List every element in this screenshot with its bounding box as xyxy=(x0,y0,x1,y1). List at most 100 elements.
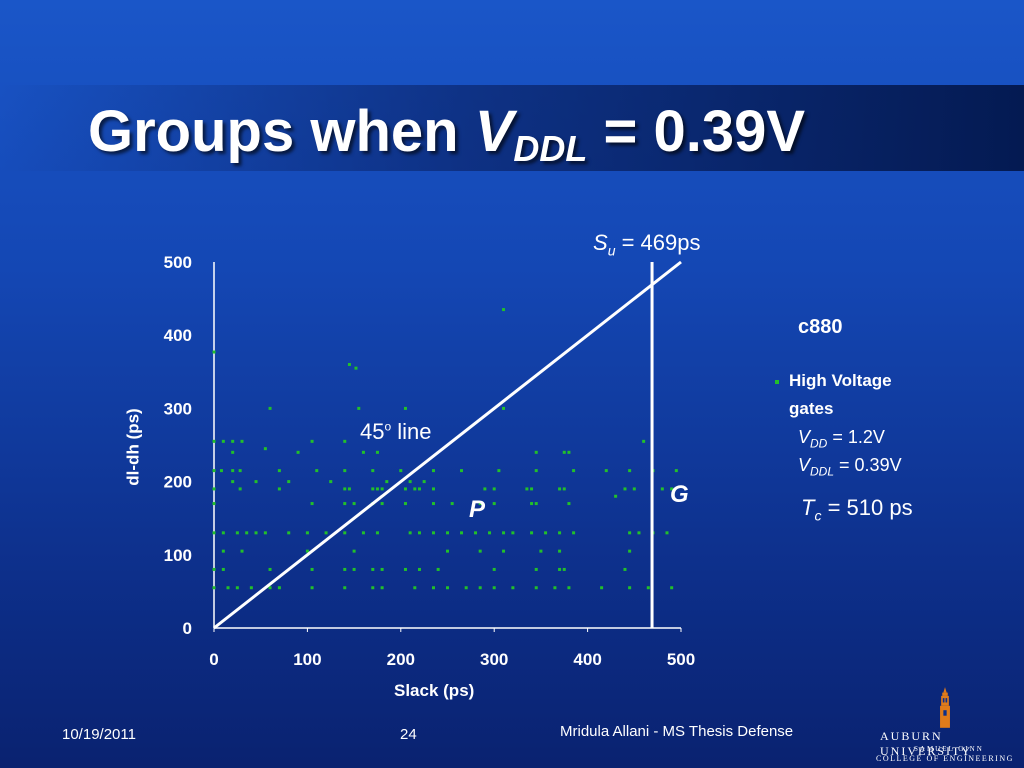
data-point xyxy=(277,586,281,590)
data-point xyxy=(221,549,225,553)
data-point xyxy=(343,586,347,590)
data-point xyxy=(497,469,501,473)
data-point xyxy=(431,502,435,506)
data-point xyxy=(431,469,435,473)
data-point xyxy=(478,502,482,506)
data-point xyxy=(417,567,421,571)
vddl-sub: DDL xyxy=(810,464,835,479)
data-point xyxy=(352,502,356,506)
data-point xyxy=(623,487,627,491)
data-point xyxy=(235,586,239,590)
data-point xyxy=(399,469,403,473)
data-point xyxy=(642,439,646,443)
x-tick-label: 200 xyxy=(387,650,415,669)
data-point xyxy=(464,586,468,590)
data-point xyxy=(361,450,365,454)
tc-sub: c xyxy=(814,507,822,524)
chart-ticks: 0 100 200 300 400 500 0 100 200 300 400 500 xyxy=(164,253,696,669)
data-point xyxy=(277,487,281,491)
diagonal-45-line xyxy=(213,260,682,630)
data-point xyxy=(502,531,506,535)
data-point xyxy=(446,531,449,535)
data-point xyxy=(268,567,272,571)
data-point xyxy=(413,487,417,491)
slide-title: Groups when VDDL = 0.39V xyxy=(88,98,805,170)
data-point xyxy=(277,469,281,473)
y-tick-label: 400 xyxy=(164,326,192,345)
data-point xyxy=(572,469,576,473)
footer-author: Mridula Allani - MS Thesis Defense xyxy=(560,723,794,740)
line45-num: 45 xyxy=(360,419,385,444)
data-point xyxy=(534,567,538,571)
data-point xyxy=(511,531,515,535)
data-point xyxy=(343,502,347,506)
chart-axes xyxy=(213,262,681,629)
chart-reference-lines xyxy=(213,260,682,630)
data-point xyxy=(343,567,347,571)
data-point xyxy=(492,567,496,571)
data-point xyxy=(296,450,300,454)
data-point xyxy=(380,487,384,491)
data-point xyxy=(408,531,412,535)
data-point xyxy=(254,531,258,535)
data-point xyxy=(212,531,216,535)
x-tick-label: 300 xyxy=(480,650,508,669)
data-point xyxy=(226,586,230,590)
title-suffix: = 0.39V xyxy=(587,99,806,164)
data-point xyxy=(646,586,650,590)
data-point xyxy=(446,549,449,553)
data-point xyxy=(235,531,239,535)
data-point xyxy=(371,567,375,571)
x-tick-label: 100 xyxy=(293,650,321,669)
logo-university: AUBURN UNIVERSITY xyxy=(880,729,972,758)
auburn-tower-logo xyxy=(940,687,950,728)
data-point xyxy=(212,567,216,571)
data-point xyxy=(502,406,506,410)
data-point xyxy=(263,447,267,451)
data-point xyxy=(212,469,216,473)
data-point xyxy=(371,586,375,590)
data-point xyxy=(310,439,314,443)
data-point xyxy=(628,586,632,590)
data-point xyxy=(460,469,464,473)
data-point xyxy=(408,480,412,484)
data-point xyxy=(492,502,496,506)
data-point xyxy=(305,531,309,535)
su-label: Su = 469ps xyxy=(593,230,701,258)
y-axis-label: dl-dh (ps) xyxy=(123,408,143,486)
data-point xyxy=(450,502,454,506)
data-point xyxy=(431,487,435,491)
data-point xyxy=(628,469,632,473)
tc-rest: = 510 ps xyxy=(821,495,913,520)
data-point xyxy=(502,308,506,312)
vdd-sub: DD xyxy=(810,436,828,451)
su-s: S xyxy=(593,230,608,255)
data-point xyxy=(483,487,487,491)
data-point xyxy=(263,531,267,535)
data-point xyxy=(403,502,407,506)
data-point xyxy=(305,549,309,553)
data-point xyxy=(502,549,506,553)
data-point xyxy=(343,487,347,491)
data-point xyxy=(511,586,515,590)
data-point xyxy=(417,531,421,535)
data-point xyxy=(534,586,538,590)
data-point xyxy=(534,469,538,473)
data-point xyxy=(385,480,389,484)
data-point xyxy=(460,531,464,535)
data-point xyxy=(600,586,604,590)
data-point xyxy=(478,549,482,553)
data-point xyxy=(231,480,235,484)
x-axis-label: Slack (ps) xyxy=(394,681,475,700)
data-point xyxy=(231,439,235,443)
data-point xyxy=(212,439,216,443)
data-point xyxy=(310,567,314,571)
data-point xyxy=(324,531,328,535)
data-point xyxy=(637,531,641,535)
data-point xyxy=(371,487,375,491)
data-point xyxy=(478,586,482,590)
data-point xyxy=(567,502,571,506)
data-point xyxy=(492,487,496,491)
data-point xyxy=(380,502,384,506)
data-point xyxy=(221,439,225,443)
